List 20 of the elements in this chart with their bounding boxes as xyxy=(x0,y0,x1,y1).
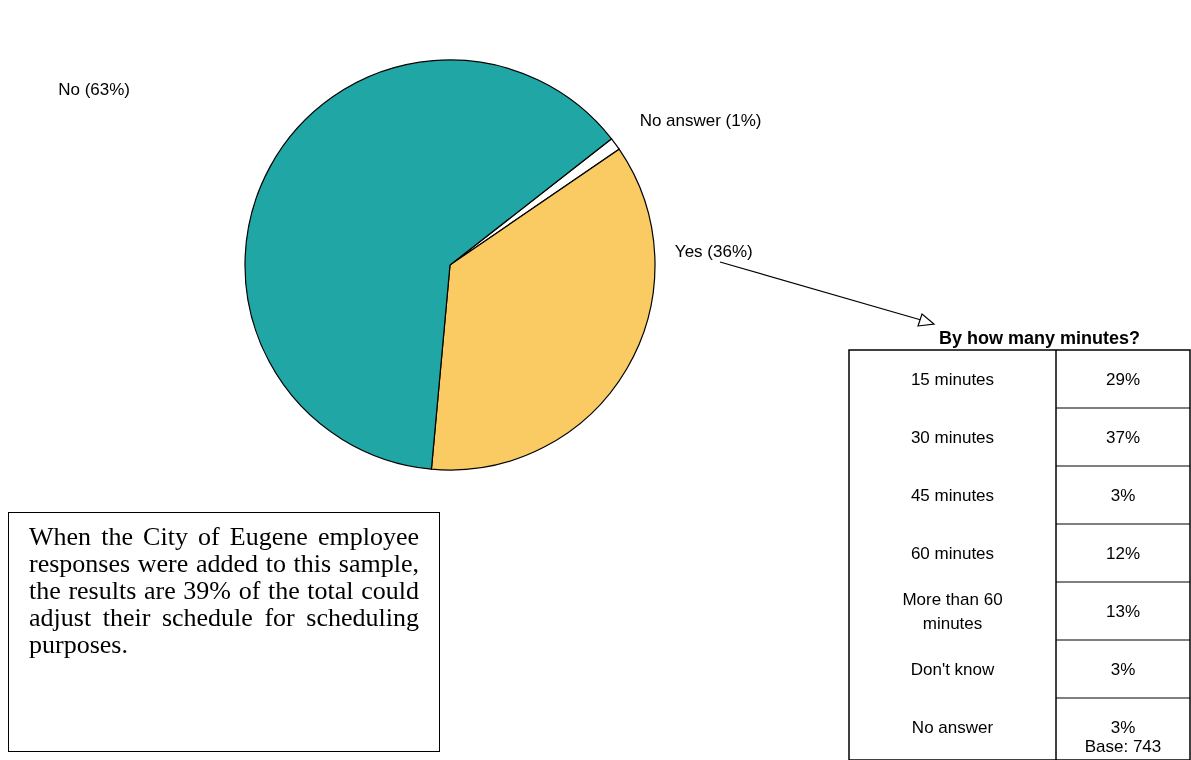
text: 3% xyxy=(1110,660,1136,679)
text: 29% xyxy=(1105,370,1141,389)
slice-label: No (63%) xyxy=(58,80,130,99)
text: Base: 743 xyxy=(1084,737,1162,756)
category-label: No answer xyxy=(911,718,994,737)
text: 13% xyxy=(1105,602,1141,621)
text: When the City of Eugene employee responses were added to this sample, the results are 39% of the total could adjust their schedule for scheduling purposes. xyxy=(8,512,440,752)
category-label: 15 minutes xyxy=(910,370,995,389)
slice-label: Yes (36%) xyxy=(674,242,753,262)
text: 12% xyxy=(1105,544,1141,563)
category-label: 45 minutes xyxy=(910,486,995,505)
text: 37% xyxy=(1105,428,1141,447)
category-label: 60 minutes xyxy=(910,544,995,563)
category-label: Don't know xyxy=(910,660,995,679)
text: By how many minutes? xyxy=(938,328,1141,348)
text: 3% xyxy=(1110,718,1136,737)
text: 3% xyxy=(1110,486,1136,505)
slice-label: No answer (1%) xyxy=(639,111,762,131)
category-label: 30 minutes xyxy=(910,428,995,447)
category-label: More than 60 minutes xyxy=(902,590,1003,633)
